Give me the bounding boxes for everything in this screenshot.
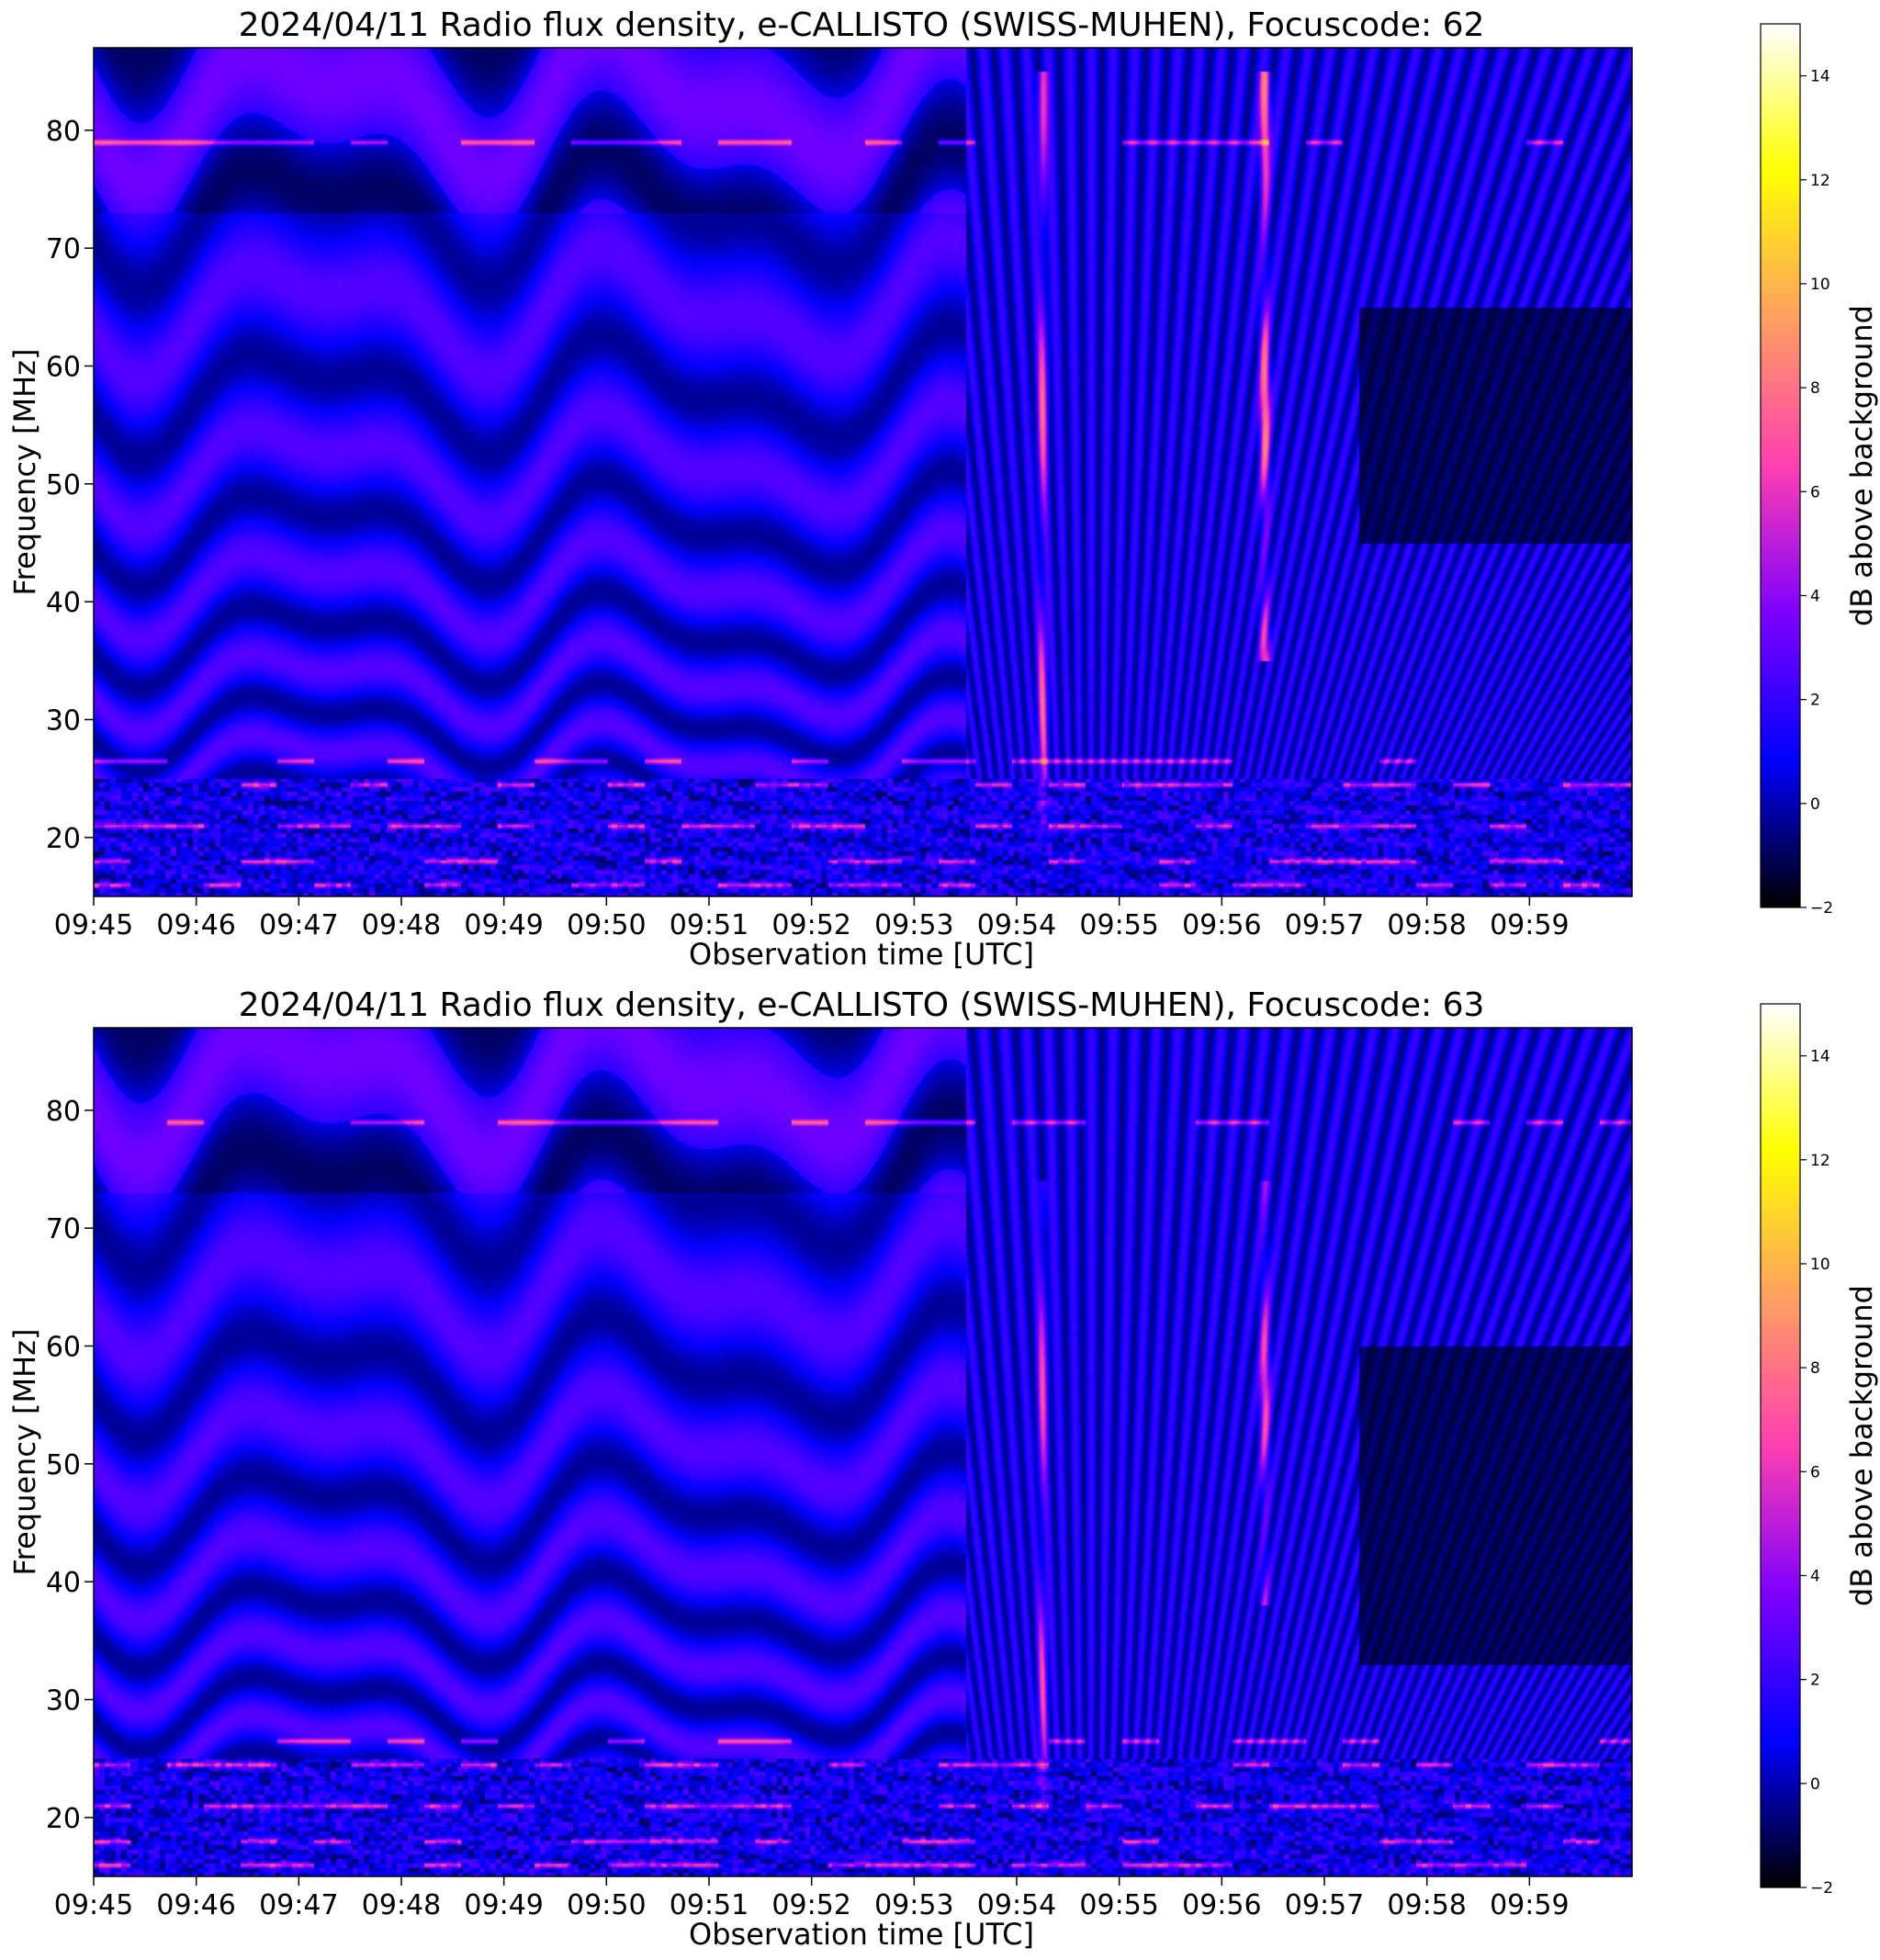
colorbar-tick-label: 0: [1810, 795, 1820, 814]
colorbar-tick-label: 2: [1810, 1672, 1820, 1690]
colorbar-tick-label: 8: [1810, 379, 1820, 398]
y-tick-label: 70: [46, 233, 81, 265]
spectrogram-panel-top: 2024/04/11 Radio flux density, e-CALLIST…: [7, 6, 1879, 972]
plot-area-frame: [93, 1027, 1633, 1877]
x-tick-label: 09:53: [874, 909, 953, 941]
x-tick-label: 09:56: [1182, 1889, 1261, 1921]
colorbar-tick-label: 10: [1810, 276, 1830, 294]
x-tick-label: 09:55: [1079, 1889, 1158, 1921]
colorbar-tick-label: −2: [1810, 1879, 1833, 1898]
chart-title: 2024/04/11 Radio flux density, e-CALLIST…: [239, 986, 1485, 1024]
colorbar-tick-label: 4: [1810, 587, 1820, 605]
x-tick-label: 09:52: [771, 909, 850, 941]
x-tick-label: 09:53: [874, 1889, 953, 1921]
y-axis-label: Frequency [MHz]: [7, 1329, 42, 1576]
x-tick-label: 09:51: [670, 909, 749, 941]
x-tick-label: 09:48: [362, 909, 441, 941]
x-tick-label: 09:59: [1490, 909, 1569, 941]
plot-area-frame: [93, 47, 1633, 897]
colorbar-tick-label: 12: [1810, 172, 1830, 190]
x-tick-label: 09:57: [1285, 1889, 1364, 1921]
colorbar-gradient: [1760, 1003, 1801, 1888]
colorbar-tick-label: 2: [1810, 692, 1820, 710]
x-axis-label: Observation time [UTC]: [689, 1917, 1034, 1952]
spectrogram-heatmap: [94, 1028, 1632, 1876]
y-axis: 20 30 40 50 60 70 80: [46, 1096, 94, 1835]
x-tick-label: 09:59: [1490, 1889, 1569, 1921]
y-tick-label: 60: [46, 352, 81, 384]
chart-title: 2024/04/11 Radio flux density, e-CALLIST…: [239, 6, 1485, 44]
y-tick-label: 50: [46, 469, 81, 501]
y-tick-label: 30: [46, 705, 81, 738]
x-tick-label: 09:48: [362, 1889, 441, 1921]
x-tick-label: 09:45: [54, 909, 133, 941]
y-tick-label: 70: [46, 1213, 81, 1245]
x-tick-label: 09:50: [567, 909, 646, 941]
y-axis-label: Frequency [MHz]: [7, 349, 42, 596]
y-tick-label: 50: [46, 1449, 81, 1481]
x-tick-label: 09:45: [54, 1889, 133, 1921]
x-axis-label: Observation time [UTC]: [689, 937, 1034, 972]
spectrogram-panel-bottom: 2024/04/11 Radio flux density, e-CALLIST…: [7, 986, 1879, 1952]
y-tick-label: 30: [46, 1685, 81, 1718]
y-tick-label: 80: [46, 116, 81, 148]
x-axis: 09:45 09:46 09:47 09:48 09:49 09:50 09:51 09:52…: [54, 1876, 1570, 1921]
x-tick-label: 09:50: [567, 1889, 646, 1921]
colorbar-gradient: [1760, 23, 1801, 908]
colorbar: −2 0 2 4 6 8 10 12 14 dB above background: [1760, 23, 1879, 918]
x-tick-label: 09:49: [464, 1889, 543, 1921]
y-tick-label: 20: [46, 823, 81, 855]
x-tick-label: 09:58: [1387, 909, 1466, 941]
y-tick-label: 80: [46, 1096, 81, 1128]
colorbar-tick-label: 12: [1810, 1152, 1830, 1170]
colorbar-ticks: −2 0 2 4 6 8 10 12 14: [1800, 68, 1833, 918]
x-tick-label: 09:46: [156, 909, 235, 941]
x-tick-label: 09:47: [259, 909, 338, 941]
colorbar-tick-label: 0: [1810, 1775, 1820, 1794]
x-tick-label: 09:54: [977, 909, 1056, 941]
colorbar-tick-label: −2: [1810, 899, 1833, 918]
colorbar-tick-label: 6: [1810, 483, 1820, 501]
y-tick-label: 60: [46, 1332, 81, 1364]
colorbar: −2 0 2 4 6 8 10 12 14 dB above background: [1760, 1003, 1879, 1898]
x-tick-label: 09:51: [670, 1889, 749, 1921]
colorbar-tick-label: 6: [1810, 1463, 1820, 1481]
x-tick-label: 09:46: [156, 1889, 235, 1921]
y-tick-label: 40: [46, 1567, 81, 1599]
x-tick-label: 09:55: [1079, 909, 1158, 941]
colorbar-tick-label: 14: [1810, 68, 1830, 86]
x-tick-label: 09:58: [1387, 1889, 1466, 1921]
y-tick-label: 20: [46, 1803, 81, 1835]
x-tick-label: 09:49: [464, 909, 543, 941]
colorbar-tick-label: 14: [1810, 1048, 1830, 1066]
colorbar-tick-label: 10: [1810, 1256, 1830, 1274]
x-tick-label: 09:52: [771, 1889, 850, 1921]
x-tick-label: 09:56: [1182, 909, 1261, 941]
colorbar-tick-label: 4: [1810, 1567, 1820, 1585]
x-tick-label: 09:57: [1285, 909, 1364, 941]
x-tick-label: 09:54: [977, 1889, 1056, 1921]
y-tick-label: 40: [46, 587, 81, 619]
colorbar-tick-label: 8: [1810, 1359, 1820, 1378]
x-tick-label: 09:47: [259, 1889, 338, 1921]
y-axis: 20 30 40 50 60 70 80: [46, 116, 94, 855]
colorbar-ticks: −2 0 2 4 6 8 10 12 14: [1800, 1048, 1833, 1898]
spectrogram-heatmap: [94, 48, 1632, 896]
colorbar-label: dB above background: [1844, 305, 1879, 626]
x-axis: 09:45 09:46 09:47 09:48 09:49 09:50 09:51 09:52…: [54, 896, 1570, 941]
colorbar-label: dB above background: [1844, 1285, 1879, 1606]
